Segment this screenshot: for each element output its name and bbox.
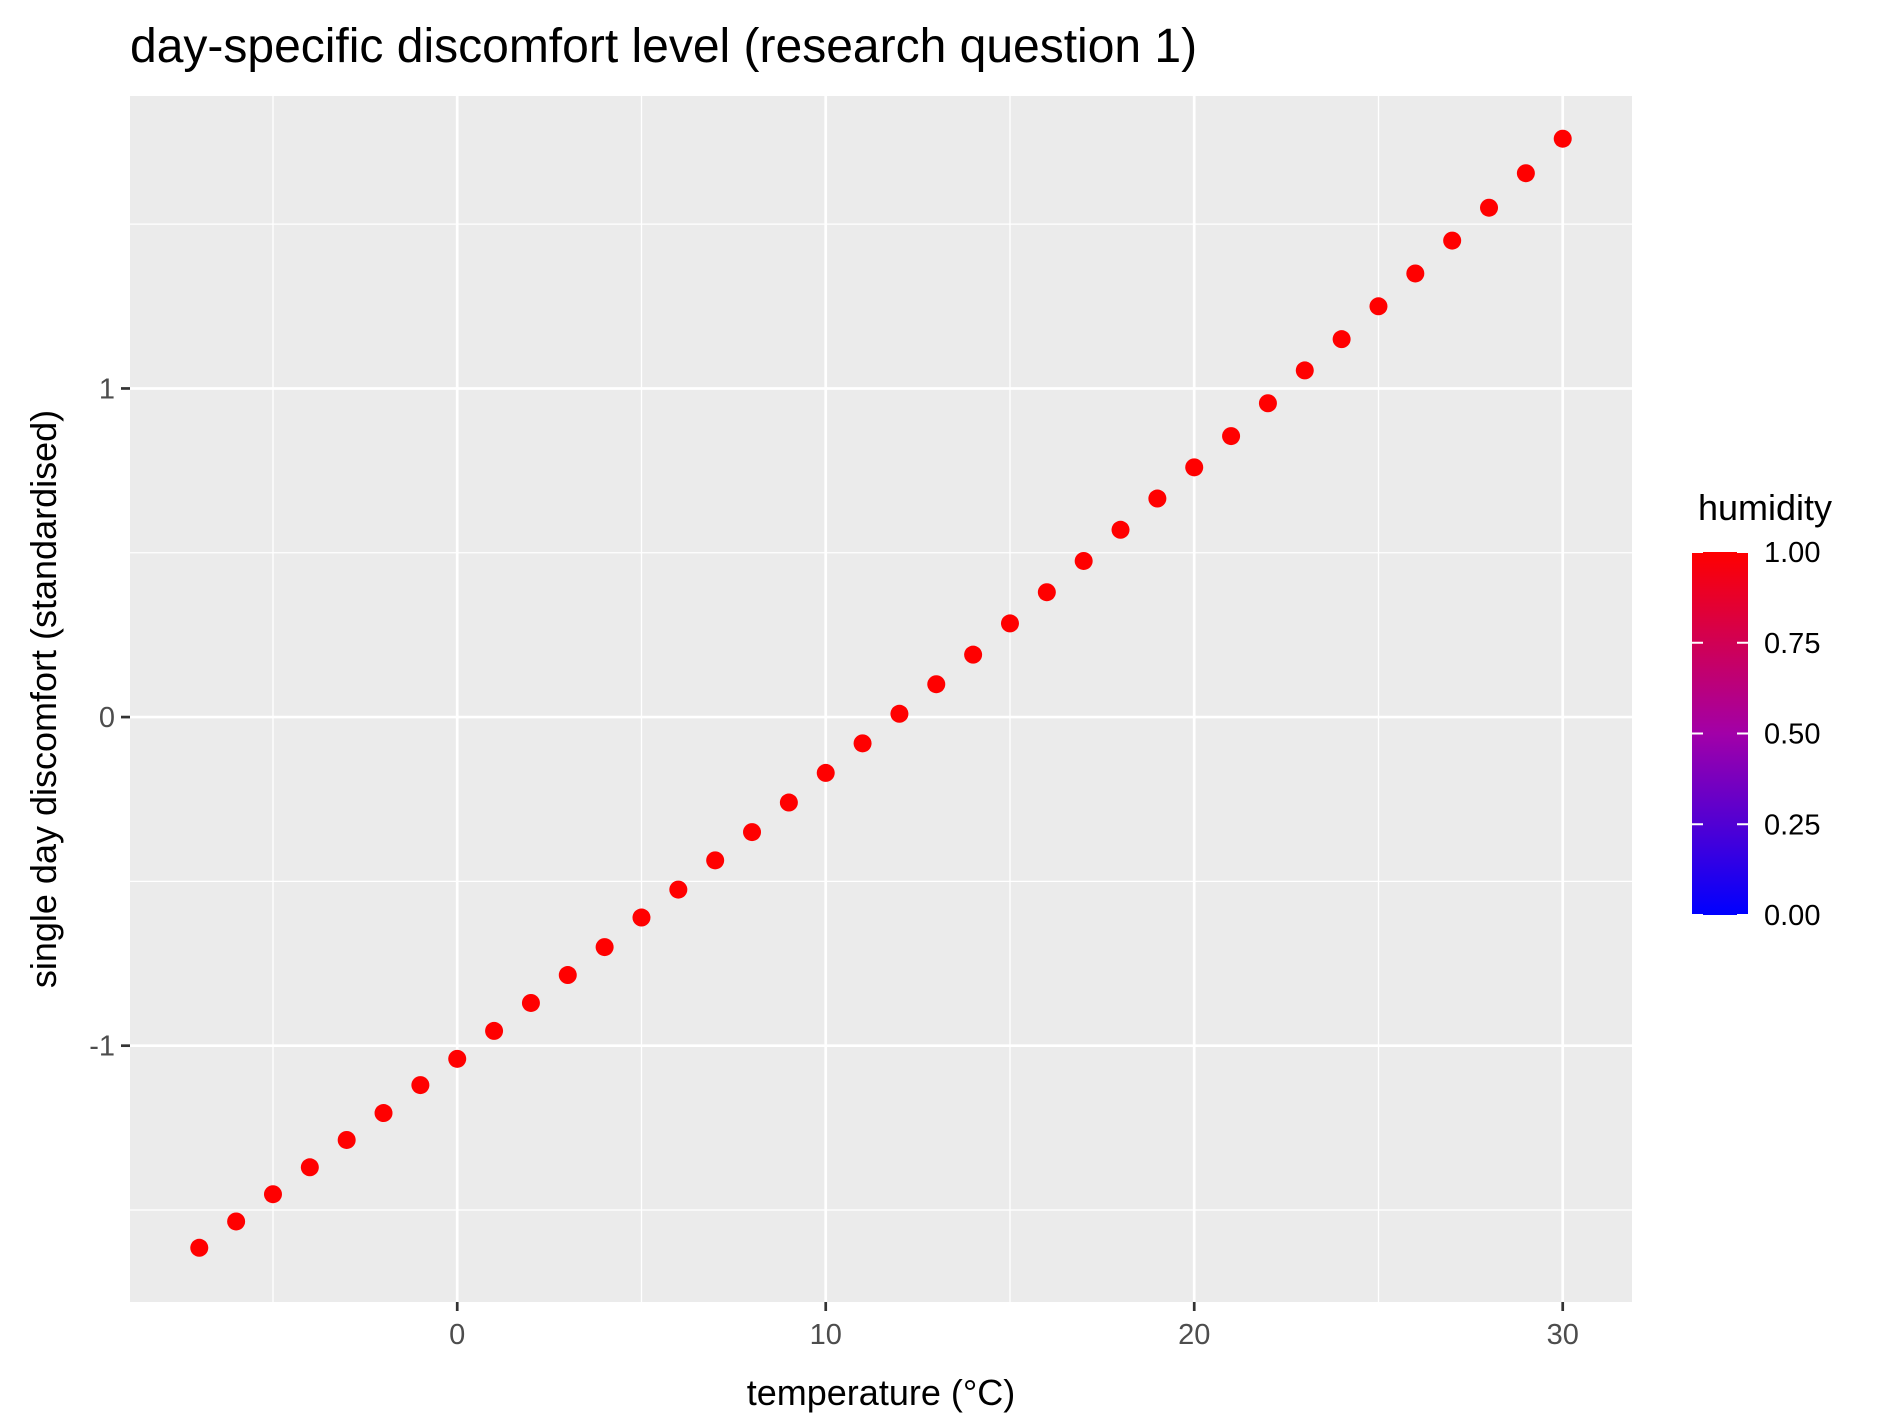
chart-title: day-specific discomfort level (research … bbox=[130, 20, 1197, 73]
y-tick-label: 0 bbox=[99, 702, 115, 734]
data-point bbox=[1222, 427, 1241, 446]
data-point bbox=[1332, 330, 1351, 349]
x-axis-title: temperature (°C) bbox=[747, 1372, 1015, 1413]
data-points bbox=[190, 129, 1572, 1257]
data-point bbox=[558, 966, 577, 985]
data-point bbox=[1406, 264, 1425, 283]
colorbar-label: 0.75 bbox=[1764, 628, 1820, 660]
data-point bbox=[706, 851, 725, 870]
colorbar-label: 1.00 bbox=[1764, 537, 1820, 569]
data-point bbox=[964, 645, 983, 664]
data-point bbox=[853, 734, 872, 753]
plot-panel bbox=[130, 96, 1632, 1302]
data-point bbox=[411, 1076, 430, 1095]
minor-gridlines bbox=[130, 96, 1632, 1302]
data-point bbox=[227, 1212, 246, 1231]
data-point bbox=[816, 763, 835, 782]
data-point bbox=[374, 1104, 393, 1123]
data-point bbox=[890, 704, 909, 723]
y-tick-label: -1 bbox=[89, 1031, 115, 1063]
x-tick-label: 30 bbox=[1547, 1319, 1579, 1351]
data-point bbox=[1111, 520, 1130, 539]
data-point bbox=[337, 1130, 356, 1149]
data-point bbox=[779, 793, 798, 812]
x-tick-label: 0 bbox=[449, 1319, 465, 1351]
data-point bbox=[1185, 458, 1204, 477]
humidity-legend: humidity 0.00 0.25 0.50 0.75 1.00 bbox=[1692, 487, 1832, 932]
colorbar-label: 0.25 bbox=[1764, 809, 1820, 841]
data-point bbox=[632, 908, 651, 927]
data-point bbox=[1074, 551, 1093, 570]
colorbar-label: 0.00 bbox=[1764, 900, 1820, 932]
colorbar-label: 0.50 bbox=[1764, 719, 1820, 751]
data-point bbox=[1516, 164, 1535, 183]
data-point bbox=[448, 1049, 467, 1068]
data-point bbox=[1443, 231, 1462, 250]
x-axis: 0 10 20 30 bbox=[449, 1302, 1579, 1351]
x-tick-label: 20 bbox=[1178, 1319, 1210, 1351]
legend-title: humidity bbox=[1698, 487, 1832, 528]
data-point bbox=[521, 993, 540, 1012]
data-point bbox=[1553, 129, 1572, 148]
y-tick-label: 1 bbox=[99, 373, 115, 405]
data-point bbox=[485, 1021, 504, 1040]
data-point bbox=[300, 1158, 319, 1177]
data-point bbox=[263, 1185, 282, 1204]
data-point bbox=[1295, 361, 1314, 380]
x-tick-label: 10 bbox=[810, 1319, 842, 1351]
colorbar-ticks: 0.00 0.25 0.50 0.75 1.00 bbox=[1692, 537, 1820, 932]
data-point bbox=[1258, 394, 1277, 413]
data-point bbox=[669, 880, 688, 899]
y-axis-title: single day discomfort (standardised) bbox=[23, 410, 64, 988]
data-point bbox=[743, 823, 762, 842]
data-point bbox=[595, 938, 614, 957]
data-point bbox=[1369, 297, 1388, 316]
data-point bbox=[190, 1238, 209, 1257]
data-point bbox=[1148, 489, 1167, 508]
data-point bbox=[1037, 583, 1056, 602]
y-axis: -1 0 1 bbox=[89, 373, 130, 1063]
data-point bbox=[1480, 198, 1499, 217]
data-point bbox=[927, 675, 946, 694]
data-point bbox=[1000, 614, 1019, 633]
major-gridlines bbox=[130, 96, 1632, 1302]
